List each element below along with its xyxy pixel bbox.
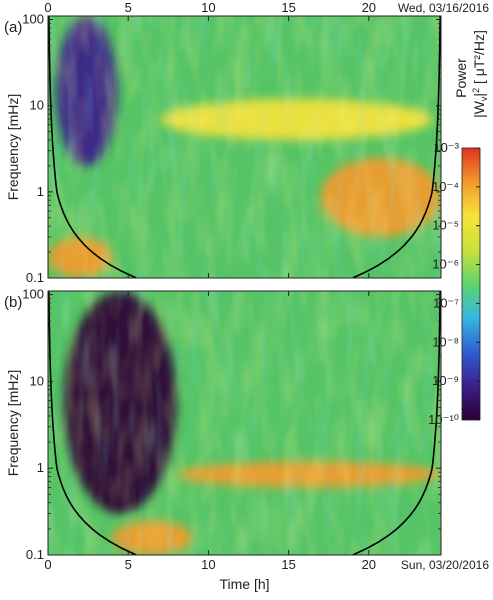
panel-a-label: (a) xyxy=(4,19,22,36)
panel-a-frame xyxy=(47,15,442,279)
colorbar-tick-label: 10⁻¹⁰ xyxy=(428,412,459,427)
x-tick-label: 5 xyxy=(125,557,132,572)
panel-b-ylabel: Frequency [mHz] xyxy=(5,370,21,477)
x-tick-label: 20 xyxy=(362,0,376,15)
panel-b-date: Sun, 03/20/2016 xyxy=(401,558,489,572)
colorbar-gradient xyxy=(461,147,481,421)
colorbar-tick-label: 10⁻⁵ xyxy=(432,218,459,233)
y-tick-label: 10 xyxy=(30,373,44,388)
colorbar-title-unit: |Wv|2 [ μT²/Hz] xyxy=(471,30,489,118)
colorbar: Power |Wv|2 [ μT²/Hz] 10⁻³ 10⁻⁴ 10⁻⁵ 10⁻⁶ 10… xyxy=(428,30,489,427)
y-tick-label: 100 xyxy=(22,287,44,302)
panel-a-ylabel: Frequency [mHz] xyxy=(5,94,21,201)
panel-b: 0.1 1 10 100 0 5 10 15 20 (b) Sun, 03/20/2016 Fr… xyxy=(4,287,489,592)
y-tick-label: 100 xyxy=(22,12,44,27)
panel-b-cone-of-influence xyxy=(48,291,441,555)
y-tick-label: 0.1 xyxy=(26,547,44,562)
x-tick-label: 0 xyxy=(44,557,51,572)
panel-b-xlabel: Time [h] xyxy=(219,576,269,592)
panel-a-cone-of-influence xyxy=(48,16,441,278)
colorbar-tick-label: 10⁻⁹ xyxy=(432,373,459,388)
y-tick-label: 0.1 xyxy=(26,270,44,285)
panel-a-texture-2 xyxy=(48,16,441,278)
panel-a-date: Wed, 03/16/2016 xyxy=(398,1,490,15)
colorbar-tick-label: 10⁻⁴ xyxy=(432,179,459,194)
panel-b-texture-2 xyxy=(48,291,441,555)
y-tick-label: 1 xyxy=(37,184,44,199)
x-tick-label: 0 xyxy=(44,0,51,15)
colorbar-tick-label: 10⁻⁷ xyxy=(433,295,459,310)
y-tick-label: 10 xyxy=(30,98,44,113)
panel-b-frame xyxy=(47,290,442,556)
panel-b-label: (b) xyxy=(4,294,22,311)
y-tick-label: 1 xyxy=(37,460,44,475)
colorbar-tick-label: 10⁻⁸ xyxy=(432,334,459,349)
colorbar-tick-label: 10⁻⁶ xyxy=(432,257,459,272)
colorbar-title-power: Power xyxy=(453,58,469,98)
x-tick-label: 15 xyxy=(281,0,295,15)
x-tick-label: 10 xyxy=(201,0,215,15)
colorbar-tick-label: 10⁻³ xyxy=(433,140,459,155)
x-tick-label: 20 xyxy=(362,557,376,572)
x-tick-label: 15 xyxy=(281,557,295,572)
x-tick-label: 10 xyxy=(201,557,215,572)
x-tick-label: 5 xyxy=(125,0,132,15)
